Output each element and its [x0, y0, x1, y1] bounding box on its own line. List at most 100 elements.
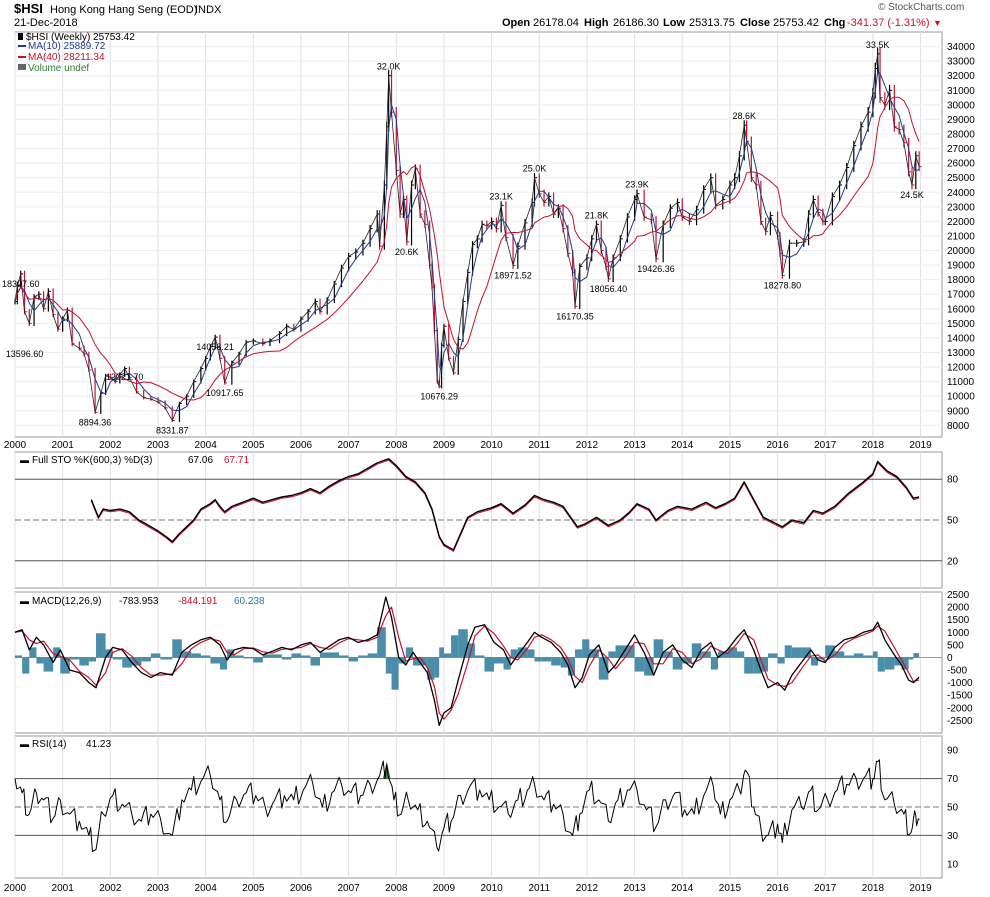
price-annotation: 19426.36: [637, 264, 675, 274]
volume-legend: Volume undef: [28, 63, 89, 74]
rsi-axis-label: 30: [947, 831, 959, 842]
macd-histogram-bar: [96, 633, 106, 658]
x-axis-label: 2009: [433, 440, 456, 451]
macd-histogram-bar: [894, 657, 902, 666]
x-axis-label-bottom: 2016: [766, 883, 789, 894]
macd-axis-label: -500: [947, 666, 967, 677]
price-annotation: 33.5K: [866, 40, 890, 50]
macd-histogram-bar: [291, 653, 301, 658]
macd-histogram-bar: [777, 657, 785, 664]
macd-histogram-bar: [427, 657, 435, 680]
price-axis-label: 10000: [947, 392, 975, 403]
macd-histogram-bar: [300, 655, 311, 658]
x-axis-label-bottom: 2014: [671, 883, 694, 894]
macd-axis-label: -1500: [947, 691, 973, 702]
macd-histogram-bar: [625, 645, 635, 658]
price-annotation: 18971.52: [494, 271, 532, 281]
x-axis-label-bottom: 2001: [52, 883, 75, 894]
price-annotation: 24.5K: [900, 190, 924, 200]
macd-histogram-bar: [320, 652, 330, 658]
x-axis-label-bottom: 2018: [862, 883, 885, 894]
date: 21-Dec-2018: [14, 17, 78, 29]
price-annotation: 23.9K: [625, 180, 649, 190]
macd-histogram-bar: [863, 655, 873, 658]
x-axis-label: 2013: [623, 440, 646, 451]
x-axis-label-bottom: 2003: [147, 883, 170, 894]
macd-histogram-bar: [701, 651, 711, 658]
macd-histogram-bar: [79, 657, 89, 666]
price-annotation: 18278.80: [764, 281, 802, 291]
x-axis-label: 2000: [4, 440, 27, 451]
rsi-axis-label: 70: [947, 774, 959, 785]
price-annotation: 10676.29: [420, 391, 458, 401]
price-axis-label: 20000: [947, 246, 975, 257]
sto-label: Full STO %K(600,3) %D(3): [32, 455, 152, 466]
macd-histogram-bar: [172, 639, 182, 658]
x-axis-label-bottom: 2009: [433, 883, 456, 894]
price-axis-label: 25000: [947, 173, 975, 184]
price-annotation: 20.6K: [395, 247, 419, 257]
x-axis-label: 2019: [909, 440, 932, 451]
macd-histogram-bar: [737, 651, 745, 658]
ma10-legend: MA(10) 25889.72: [28, 41, 106, 52]
x-axis-label-bottom: 2006: [290, 883, 313, 894]
macd-histogram-bar: [385, 657, 392, 674]
macd-axis-label: 2000: [947, 603, 970, 614]
x-axis-label-bottom: 2002: [99, 883, 122, 894]
macd-histogram-bar: [391, 657, 399, 690]
high-value: 26186.30: [613, 17, 659, 29]
sto-axis-label: 50: [947, 516, 959, 527]
macd-histogram-bar: [768, 653, 778, 658]
x-axis-label-bottom: 2008: [385, 883, 408, 894]
x-axis-label-bottom: 2013: [623, 883, 646, 894]
macd-histogram-bar: [88, 657, 97, 662]
macd-legend-swatch: ▬: [20, 596, 29, 606]
down-arrow-icon: ▼: [933, 18, 942, 28]
macd-histogram-bar: [575, 649, 583, 658]
brand: © StockCharts.com: [878, 2, 965, 13]
macd-histogram-bar: [53, 647, 61, 658]
price-annotation: 8331.87: [156, 426, 189, 436]
macd-histogram-bar: [150, 653, 161, 658]
sto-k-line: [90, 458, 920, 551]
ma40-legend: MA(40) 28211.34: [28, 52, 105, 63]
chg-value: -341.37 (-1.31%): [847, 17, 930, 29]
x-axis-label-bottom: 2005: [242, 883, 265, 894]
price-annotation: 25.0K: [523, 164, 547, 174]
sto-d-value: 67.71: [224, 455, 249, 466]
price-axis-label: 17000: [947, 290, 975, 301]
price-annotation: 18056.40: [590, 284, 628, 294]
price-axis-label: 28000: [947, 129, 975, 140]
price-annotation: 12021.70: [106, 372, 144, 382]
macd-histogram-bar: [262, 654, 273, 658]
x-axis-label-bottom: 2007: [337, 883, 360, 894]
rsi-axis-label: 90: [947, 746, 959, 757]
x-axis-label: 2018: [862, 440, 885, 451]
price-axis-label: 9000: [947, 406, 970, 417]
rsi-line: [14, 759, 920, 853]
price-axis-label: 26000: [947, 159, 975, 170]
macd-signal-value: -844.191: [178, 596, 218, 607]
price-axis-label: 18000: [947, 275, 975, 286]
x-axis-label: 2008: [385, 440, 408, 451]
macd-histogram-bar: [913, 653, 920, 658]
price-axis-label: 16000: [947, 304, 975, 315]
price-axis-label: 24000: [947, 188, 975, 199]
price-annotation: 21.8K: [585, 210, 609, 220]
x-axis-label: 2011: [529, 440, 551, 451]
macd-histogram-bar: [434, 657, 440, 678]
macd-histogram-bar: [644, 657, 654, 676]
macd-histogram-bar: [191, 653, 201, 658]
macd-histogram-bar: [443, 653, 452, 658]
symbol-name: Hong Kong Hang Seng (EOD): [50, 4, 198, 16]
price-axis-label: 31000: [947, 86, 975, 97]
macd-histogram-bar: [551, 657, 561, 666]
price-axis-label: 22000: [947, 217, 975, 228]
macd-histogram-bar: [367, 653, 378, 658]
price-axis-label: 19000: [947, 261, 975, 272]
price-axis-label: 8000: [947, 421, 970, 432]
macd-axis-label: -2000: [947, 703, 973, 714]
macd-line: [14, 596, 920, 727]
macd-histogram-bar: [348, 657, 359, 662]
macd-histogram-bar: [784, 645, 792, 658]
